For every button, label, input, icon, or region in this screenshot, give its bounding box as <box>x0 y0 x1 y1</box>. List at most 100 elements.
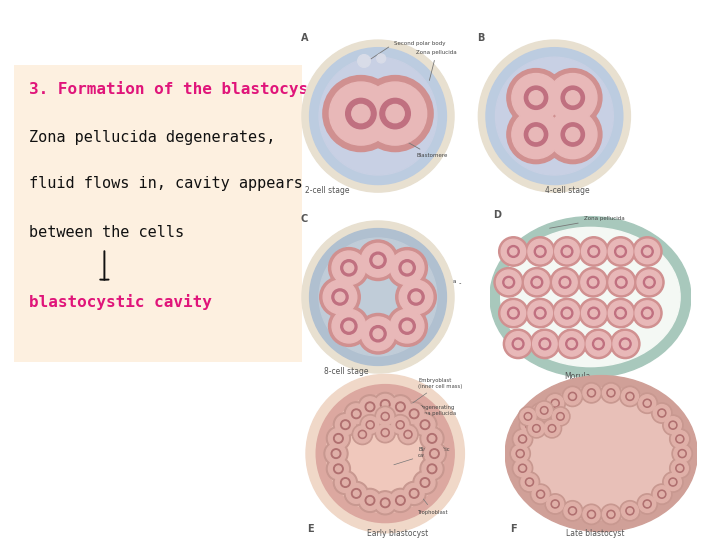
Circle shape <box>361 317 395 350</box>
Circle shape <box>621 340 629 347</box>
Circle shape <box>352 424 373 444</box>
Circle shape <box>373 329 383 339</box>
Circle shape <box>395 402 405 411</box>
Text: Zona pellucida degenerates,: Zona pellucida degenerates, <box>29 130 275 145</box>
Circle shape <box>501 301 526 325</box>
Circle shape <box>326 444 346 463</box>
Circle shape <box>411 411 417 417</box>
Circle shape <box>678 449 686 458</box>
Circle shape <box>552 237 582 266</box>
Circle shape <box>618 279 625 286</box>
Circle shape <box>370 326 386 342</box>
Circle shape <box>557 413 564 420</box>
Circle shape <box>621 388 639 405</box>
Circle shape <box>512 338 524 350</box>
Circle shape <box>606 267 636 297</box>
Circle shape <box>400 426 416 443</box>
Circle shape <box>386 104 404 123</box>
Circle shape <box>568 340 575 347</box>
Circle shape <box>375 406 395 427</box>
Circle shape <box>670 429 690 449</box>
Circle shape <box>541 340 549 347</box>
Circle shape <box>658 490 666 498</box>
Circle shape <box>549 426 554 431</box>
Circle shape <box>642 307 653 319</box>
Circle shape <box>561 123 585 146</box>
Circle shape <box>613 332 637 356</box>
Circle shape <box>383 430 387 435</box>
Circle shape <box>579 237 608 266</box>
Circle shape <box>373 491 397 515</box>
Circle shape <box>514 430 531 448</box>
Circle shape <box>358 395 382 419</box>
Circle shape <box>564 388 581 405</box>
Circle shape <box>581 504 602 524</box>
Circle shape <box>518 451 523 456</box>
Circle shape <box>319 57 437 175</box>
Text: blastocystic cavity: blastocystic cavity <box>29 294 212 310</box>
Circle shape <box>512 445 528 462</box>
Circle shape <box>588 510 595 518</box>
Circle shape <box>358 314 398 354</box>
Circle shape <box>344 402 369 426</box>
Circle shape <box>595 340 602 347</box>
Circle shape <box>615 246 626 258</box>
Circle shape <box>422 422 428 428</box>
Circle shape <box>665 474 681 490</box>
Circle shape <box>335 292 345 302</box>
Circle shape <box>671 460 688 477</box>
Circle shape <box>524 413 532 420</box>
Circle shape <box>341 420 350 429</box>
Circle shape <box>568 392 577 401</box>
Circle shape <box>354 411 359 417</box>
Circle shape <box>568 507 577 515</box>
Circle shape <box>380 400 390 409</box>
Circle shape <box>512 110 560 159</box>
Circle shape <box>310 228 446 366</box>
Circle shape <box>642 246 653 258</box>
Text: B: B <box>477 33 485 43</box>
Circle shape <box>336 436 341 441</box>
Text: F: F <box>510 524 517 534</box>
Circle shape <box>526 237 555 266</box>
Circle shape <box>546 395 564 411</box>
Circle shape <box>319 238 437 356</box>
Circle shape <box>527 480 532 484</box>
Circle shape <box>343 422 348 428</box>
Circle shape <box>608 512 613 517</box>
Circle shape <box>508 307 519 319</box>
Text: 3. Formation of the blastocyst: 3. Formation of the blastocyst <box>29 81 318 97</box>
Circle shape <box>566 127 580 141</box>
Circle shape <box>582 239 606 264</box>
Circle shape <box>653 485 670 503</box>
Circle shape <box>607 510 615 518</box>
Circle shape <box>422 480 428 485</box>
Circle shape <box>336 472 356 492</box>
Circle shape <box>388 488 413 512</box>
Circle shape <box>381 429 390 437</box>
Circle shape <box>532 485 549 503</box>
Circle shape <box>561 246 573 258</box>
Circle shape <box>588 276 599 288</box>
Circle shape <box>420 420 430 429</box>
Circle shape <box>361 244 395 277</box>
Circle shape <box>528 239 552 264</box>
Circle shape <box>593 338 604 350</box>
Circle shape <box>329 82 392 145</box>
Circle shape <box>413 470 437 495</box>
Circle shape <box>627 508 632 514</box>
Circle shape <box>518 435 526 443</box>
Circle shape <box>358 240 398 280</box>
Circle shape <box>590 248 598 255</box>
Circle shape <box>653 404 670 422</box>
Circle shape <box>507 105 565 164</box>
Circle shape <box>534 246 546 258</box>
Circle shape <box>328 306 369 347</box>
Circle shape <box>431 451 437 456</box>
Circle shape <box>582 301 606 325</box>
Circle shape <box>522 267 552 297</box>
Circle shape <box>497 270 521 294</box>
Circle shape <box>382 500 388 505</box>
Circle shape <box>397 422 402 427</box>
Circle shape <box>559 276 571 288</box>
